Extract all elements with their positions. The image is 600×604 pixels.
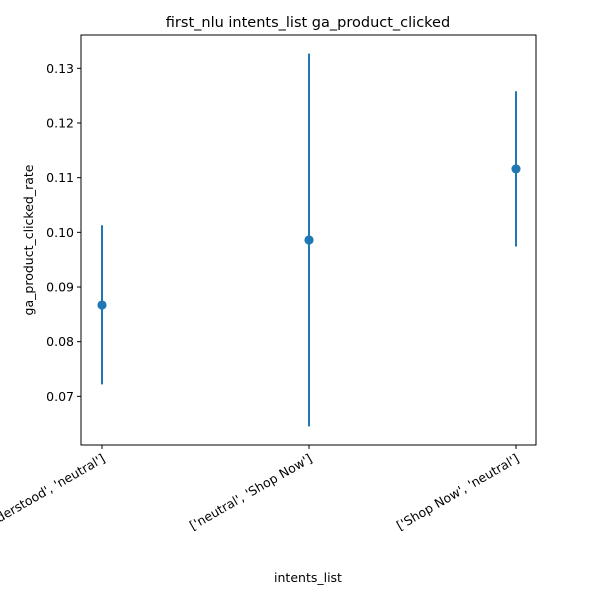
y-tick-label: 0.10: [46, 225, 74, 240]
y-tick-label: 0.13: [46, 61, 74, 76]
chart-title: first_nlu intents_list ga_product_clicke…: [166, 15, 450, 31]
y-tick-label: 0.11: [46, 170, 74, 185]
y-tick-label: 0.07: [46, 389, 74, 404]
data-point: [97, 300, 107, 310]
y-tick-label: 0.08: [46, 334, 74, 349]
x-axis-label: intents_list: [274, 570, 342, 585]
y-axis-label: ga_product_clicked_rate: [21, 164, 36, 315]
y-tick-label: 0.12: [46, 116, 74, 131]
data-point: [304, 235, 314, 245]
plot-frame: [80, 34, 537, 446]
y-tick-label: 0.09: [46, 280, 74, 295]
data-point: [511, 164, 521, 174]
